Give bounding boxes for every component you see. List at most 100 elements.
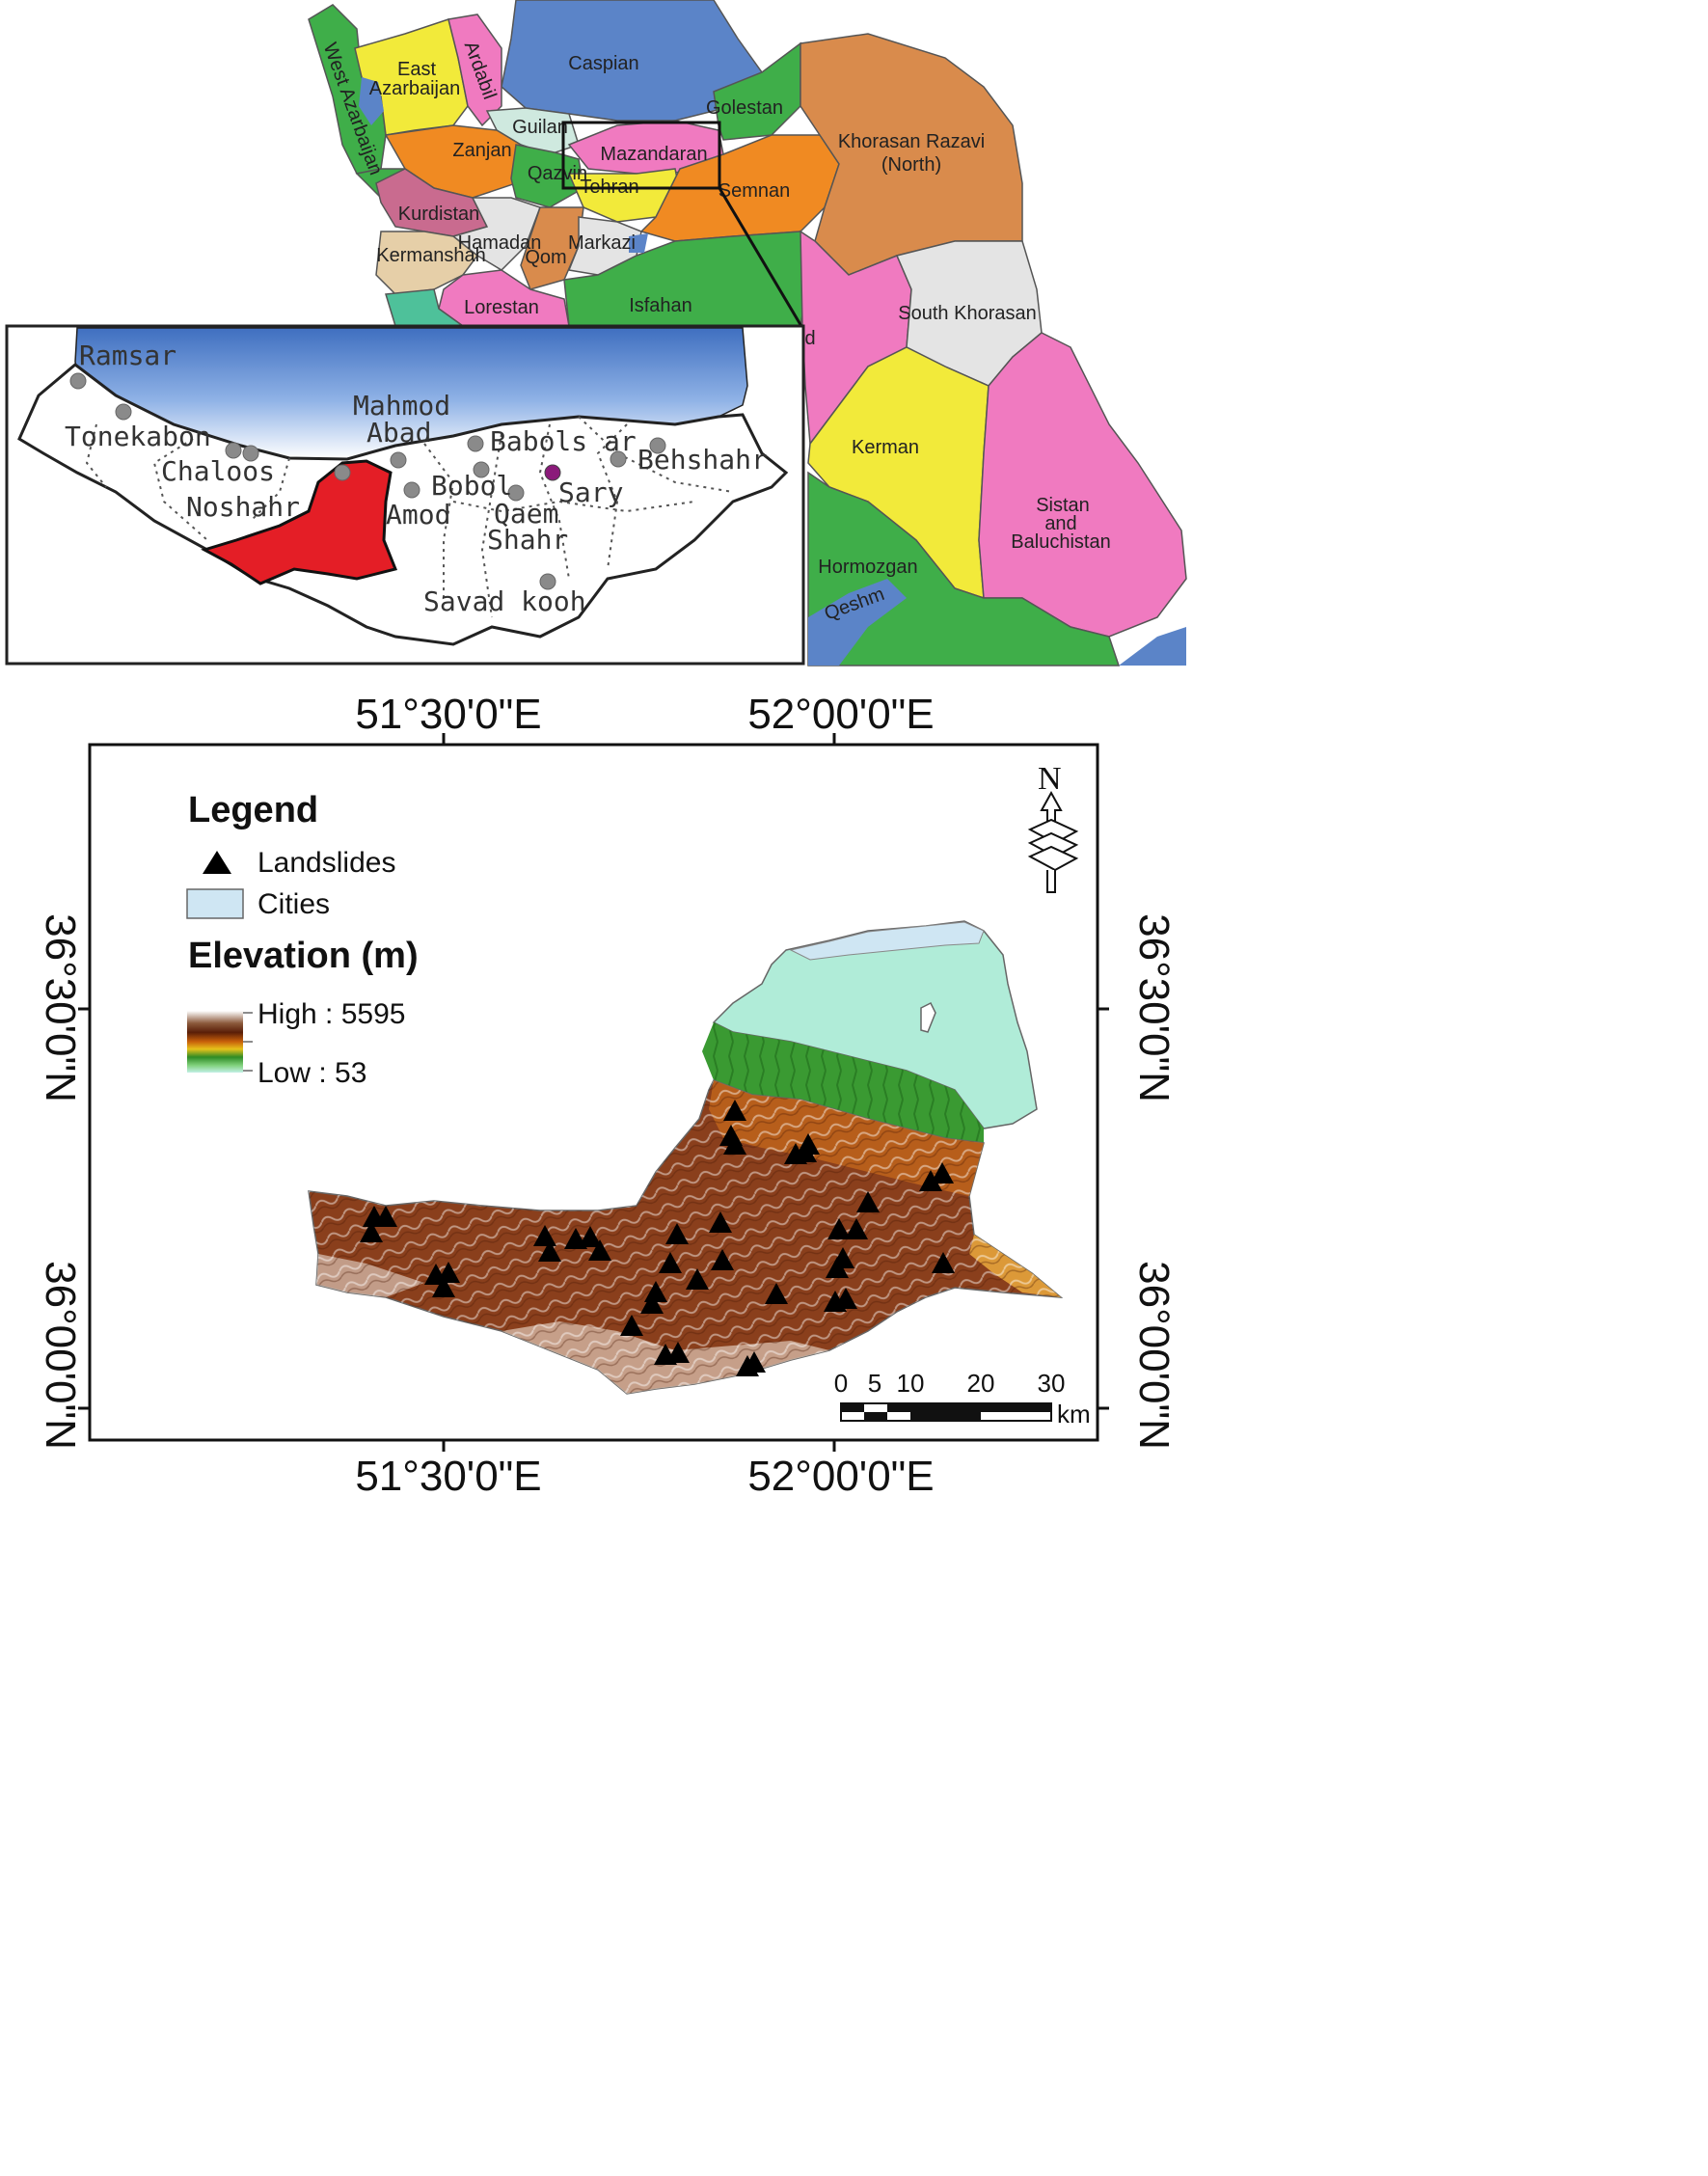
city-marker-sary	[544, 464, 561, 481]
label-guilan: Guilan	[512, 117, 568, 138]
province-qazvin	[510, 144, 584, 208]
label-yazd-fragment: d	[804, 328, 815, 349]
legend-high-label: High : 5595	[258, 998, 405, 1030]
city-marker-noshahr	[242, 445, 259, 462]
landslide-marker	[437, 1262, 460, 1283]
inset-label-mahmod: Mahmod	[353, 390, 450, 422]
landslide-marker	[919, 1170, 942, 1191]
landslide-marker	[827, 1218, 851, 1239]
dem-raster	[308, 920, 1064, 1395]
inset-district-boundaries	[85, 416, 734, 618]
label-hormozgan: Hormozgan	[818, 557, 917, 578]
inset-label-ramsar: Ramsar	[79, 340, 176, 371]
lat-label-right-2: 36°00'0"N	[1130, 1261, 1178, 1450]
scale-seg-e	[910, 1403, 981, 1412]
label-semnan: Semnan	[718, 180, 791, 202]
city-marker-ramsar	[69, 372, 87, 390]
landslide-marker	[374, 1206, 397, 1227]
label-east-azarbaijan-2: Azarbaijan	[369, 78, 461, 99]
city-marker-chaloos	[225, 442, 242, 459]
legend-cities-label: Cities	[258, 888, 330, 920]
city-marker-babolsar	[467, 435, 484, 452]
inset-label-bobol: Bobol	[431, 470, 512, 502]
label-khorasan-north: (North)	[881, 154, 941, 176]
label-golestan: Golestan	[706, 97, 783, 119]
legend-elevation-ramp	[187, 1011, 243, 1073]
landslide-marker	[640, 1292, 664, 1314]
inset-label-chaloos: Chaloos	[161, 455, 275, 487]
scale-tick-20: 20	[967, 1369, 995, 1398]
iran-province-map: Caspian East Azarbaijan Ardabil West Aza…	[308, 0, 1187, 666]
scale-tick-30: 30	[1038, 1369, 1066, 1398]
inset-label-qaem: Qaem	[494, 498, 558, 530]
locator-line	[718, 187, 804, 329]
scale-tick-0: 0	[834, 1369, 848, 1398]
landslide-marker	[723, 1133, 746, 1155]
city-marker-qaemshahr	[507, 484, 525, 502]
landslide-marker	[432, 1276, 455, 1297]
inset-label-sary: Sary	[558, 476, 623, 508]
label-mazandaran: Mazandaran	[600, 144, 707, 165]
label-and: and	[1044, 513, 1076, 534]
landslide-marker	[831, 1247, 854, 1268]
city-marker-mahmodabad	[390, 451, 407, 469]
scale-unit: km	[1057, 1400, 1091, 1428]
label-kerman: Kerman	[852, 437, 919, 458]
dem-ridges	[309, 1080, 1061, 1394]
inset-label-amod: Amod	[386, 499, 450, 530]
inset-province-outline	[17, 363, 789, 646]
landslide-marker	[588, 1239, 611, 1261]
landslide-marker	[644, 1281, 667, 1302]
province-ilam	[385, 288, 466, 327]
scale-seg-a	[841, 1403, 864, 1412]
city-marker-amol	[403, 481, 420, 499]
inset-study-area	[201, 459, 398, 585]
landslide-marker	[686, 1268, 709, 1290]
city-marker-study	[334, 464, 351, 481]
north-arrow-tail	[1046, 870, 1056, 893]
label-hamadan: Hamadan	[458, 232, 542, 254]
landslide-marker	[538, 1240, 561, 1262]
label-baluchistan: Baluchistan	[1011, 531, 1110, 553]
sea-east	[1119, 627, 1186, 666]
scale-tick-10: 10	[897, 1369, 925, 1398]
landslide-marker	[931, 1162, 954, 1183]
frame-ticks	[78, 733, 1109, 1452]
legend-elevation-title: Elevation (m)	[188, 936, 419, 976]
persian-gulf	[808, 579, 907, 666]
dem-green-ridges	[702, 1022, 984, 1143]
label-east-azarbaijan-1: East	[397, 59, 436, 80]
landslide-marker	[360, 1221, 383, 1242]
landslide-marker	[723, 1100, 746, 1121]
label-lorestan: Lorestan	[464, 297, 539, 318]
north-arrow-label: N	[1038, 761, 1062, 797]
scale-seg-c	[887, 1403, 910, 1412]
caspian-sea	[501, 0, 763, 122]
inset-label-behshahr: Behshahr	[637, 444, 768, 476]
label-caspian: Caspian	[568, 53, 638, 74]
scale-seg-d	[910, 1412, 981, 1421]
label-south-khorasan: South Khorasan	[898, 303, 1036, 324]
label-zanjan: Zanjan	[452, 140, 511, 161]
landslide-marker	[620, 1315, 643, 1336]
landslide-marker	[743, 1351, 766, 1373]
legend-low-label: Low : 53	[258, 1057, 366, 1089]
label-isfahan: Isfahan	[629, 295, 692, 316]
city-marker-sari2	[610, 450, 627, 468]
landslide-marker	[659, 1252, 682, 1273]
lat-label-left-2: 36°00'0"N	[37, 1261, 84, 1450]
label-khorasan-razavi: Khorasan Razavi	[838, 131, 985, 152]
dem-city-patch	[789, 921, 985, 961]
scale-bar: 0 5 10 20 30 km	[834, 1369, 1091, 1428]
inset-label-babolsar: Babols ar	[490, 425, 637, 457]
north-arrow-layer-3	[1027, 845, 1079, 872]
inset-map: Ramsar Tonekabon Chaloos Noshahr Mahmod …	[5, 324, 805, 666]
landslide-marker	[845, 1218, 868, 1239]
landslide-markers	[360, 1100, 955, 1376]
landslide-marker	[665, 1223, 689, 1244]
inset-label-noshahr: Noshahr	[186, 491, 300, 523]
study-area-map: 51°30'0"E 52°00'0"E 51°30'0"E 52°00'0"E …	[37, 691, 1178, 1500]
scale-seg-f	[981, 1403, 1051, 1412]
inset-city-markers	[69, 372, 666, 590]
